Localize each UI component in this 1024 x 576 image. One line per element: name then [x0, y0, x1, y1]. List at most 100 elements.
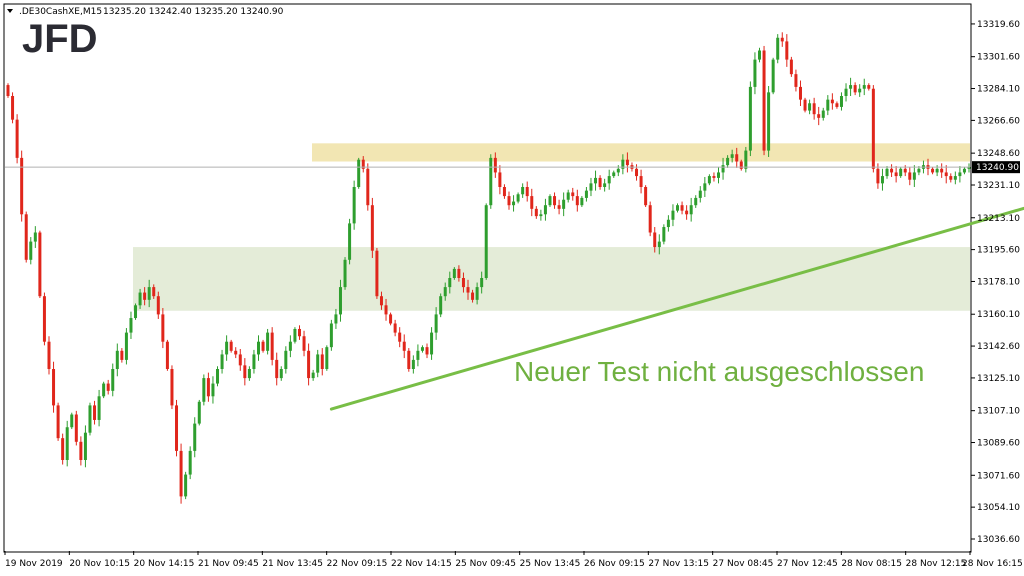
candle-body — [42, 296, 46, 342]
support-zone — [133, 247, 970, 311]
candle-body — [302, 336, 306, 351]
candle-body — [443, 287, 447, 297]
x-tick-label: 27 Nov 08:45 — [713, 559, 774, 569]
candle-body — [639, 176, 643, 187]
candle-body — [899, 168, 903, 177]
candle-body — [507, 196, 511, 206]
candle-body — [88, 405, 92, 433]
candle-body — [935, 168, 939, 173]
candle-body — [74, 414, 78, 442]
candle-body — [493, 157, 497, 173]
candle-body — [143, 292, 147, 300]
candle-body — [416, 350, 420, 360]
y-tick-label: 13160.10 — [977, 310, 1020, 320]
x-tick-label: 22 Nov 09:15 — [327, 559, 388, 569]
candle-body — [676, 205, 680, 211]
candle-body — [270, 332, 274, 360]
price-axis: 13319.60 13301.60 13284.10 13266.60 13248.60… — [971, 20, 1020, 545]
y-tick-label: 13319.60 — [977, 20, 1020, 30]
x-tick-label: 21 Nov 13:45 — [262, 559, 323, 569]
brand-logo: JFD — [22, 17, 98, 61]
y-tick-label: 13125.10 — [977, 374, 1020, 384]
candle-body — [216, 369, 220, 384]
candle-body — [867, 85, 871, 89]
y-tick-label: 13213.10 — [977, 214, 1020, 224]
header-dropdown-icon[interactable] — [7, 9, 13, 13]
x-tick-label: 25 Nov 13:45 — [520, 559, 581, 569]
candle-body — [949, 176, 953, 180]
candle-body — [343, 259, 347, 288]
candle-body — [93, 405, 97, 420]
candle-body — [940, 168, 944, 173]
candle-body — [266, 332, 270, 351]
candle-body — [484, 205, 488, 278]
candle-body — [448, 278, 452, 288]
candle-body — [862, 85, 866, 89]
candle-body — [452, 268, 456, 278]
candle-body — [962, 168, 966, 173]
candle-body — [771, 59, 775, 93]
candle-body — [275, 359, 279, 379]
candle-body — [789, 59, 793, 75]
candle-body — [662, 227, 666, 242]
candle-body — [156, 296, 160, 315]
candle-body — [234, 350, 238, 355]
candle-body — [134, 305, 138, 319]
candle-body — [475, 287, 479, 300]
candle-body — [521, 187, 525, 195]
candle-body — [175, 405, 179, 451]
x-tick-label: 20 Nov 10:15 — [69, 559, 130, 569]
candle-body — [894, 172, 898, 177]
candle-body — [33, 232, 37, 242]
candle-body — [871, 88, 875, 169]
y-tick-label: 13195.60 — [977, 246, 1020, 256]
candle-body — [79, 441, 83, 460]
candle-body — [293, 328, 297, 342]
candle-body — [170, 369, 174, 406]
candle-body — [908, 172, 912, 180]
candle-body — [420, 347, 424, 351]
candle-body — [798, 86, 802, 100]
candle-body — [106, 383, 110, 391]
candle-body — [680, 205, 684, 211]
x-tick-label: 22 Nov 14:15 — [391, 559, 452, 569]
candle-body — [830, 99, 834, 104]
candle-body — [288, 341, 292, 351]
candle-body — [411, 359, 415, 369]
candle-body — [530, 196, 534, 209]
candle-body — [839, 96, 843, 107]
candle-body — [844, 88, 848, 96]
candle-body — [193, 423, 197, 451]
candle-body — [47, 341, 51, 369]
x-tick-label: 27 Nov 12:45 — [777, 559, 838, 569]
candle-body — [694, 197, 698, 206]
candle-body — [498, 172, 502, 187]
candle-body — [826, 99, 830, 111]
candle-body — [379, 296, 383, 306]
candle-body — [56, 405, 60, 439]
candle-body — [361, 159, 365, 169]
candle-body — [220, 354, 224, 369]
x-tick-label: 27 Nov 13:15 — [648, 559, 709, 569]
candle-body — [124, 332, 128, 360]
candle-body — [202, 378, 206, 402]
candle-body — [953, 176, 957, 180]
current-price-label: 13240.90 — [976, 163, 1019, 173]
candle-body — [525, 187, 529, 197]
candle-body — [366, 168, 370, 206]
candle-body — [808, 103, 812, 111]
candle-body — [607, 176, 611, 184]
candle-body — [744, 150, 748, 169]
candle-body — [739, 161, 743, 169]
candle-body — [671, 210, 675, 220]
y-tick-label: 13284.10 — [977, 85, 1020, 95]
candle-body — [407, 350, 411, 369]
candle-body — [334, 314, 338, 324]
candle-body — [762, 50, 766, 151]
candle-body — [252, 354, 256, 369]
y-tick-label: 13178.10 — [977, 277, 1020, 287]
candle-body — [370, 205, 374, 251]
candle-body — [120, 350, 124, 360]
candle-body — [229, 341, 233, 351]
candle-body — [461, 278, 465, 288]
